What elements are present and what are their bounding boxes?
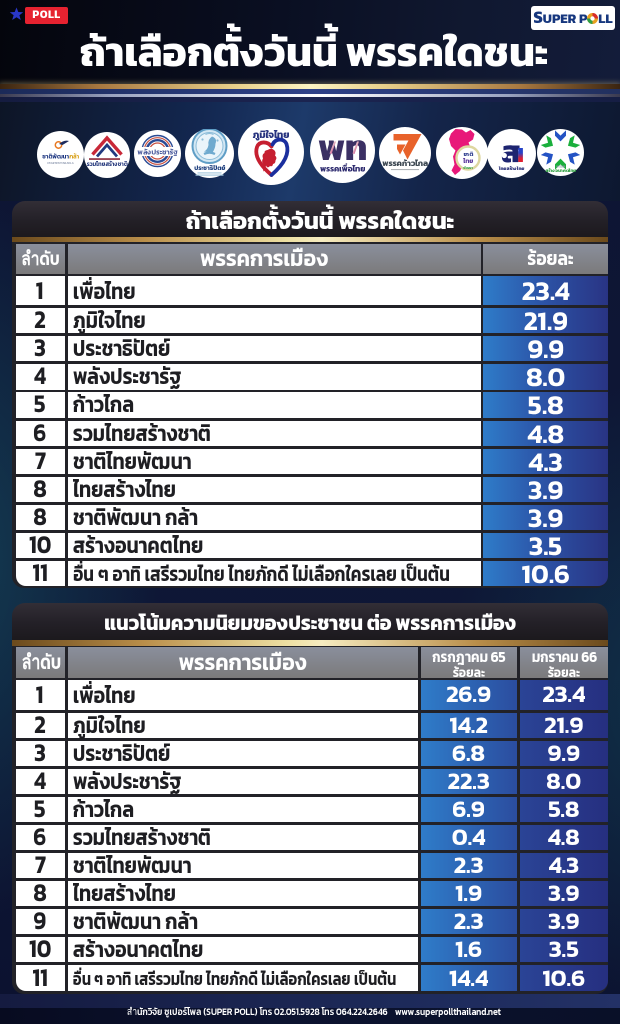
- svg-text:ประชาธิปัตย์: ประชาธิปัตย์: [194, 164, 225, 173]
- svg-text:ไทย: ไทย: [463, 157, 473, 166]
- svg-text:พัฒนา: พัฒนา: [463, 165, 473, 170]
- svg-text:CHARTPATTANAKLA: CHARTPATTANAKLA: [47, 162, 74, 166]
- svg-text:ชาติ: ชาติ: [463, 151, 473, 159]
- svg-text:พท: พท: [318, 121, 367, 175]
- svg-text:ชาติพัฒนากล้า: ชาติพัฒนากล้า: [40, 153, 78, 162]
- svg-text:สร้างอนาคตไทย: สร้างอนาคตไทย: [545, 167, 576, 174]
- svg-text:รวมไทยสร้างชาติ: รวมไทยสร้างชาติ: [86, 161, 127, 169]
- svg-text:พรรคก้าวไกล: พรรคก้าวไกล: [381, 157, 429, 170]
- svg-text:พรรคเพื่อไทย: พรรคเพื่อไทย: [319, 162, 366, 176]
- svg-text:พลังประชารัฐ: พลังประชารัฐ: [136, 147, 177, 158]
- svg-text:ส: ส: [500, 129, 519, 175]
- svg-text:ไทยสร้างไทย: ไทยสร้างไทย: [497, 165, 524, 172]
- svg-text:พรรค: พรรค: [556, 164, 565, 169]
